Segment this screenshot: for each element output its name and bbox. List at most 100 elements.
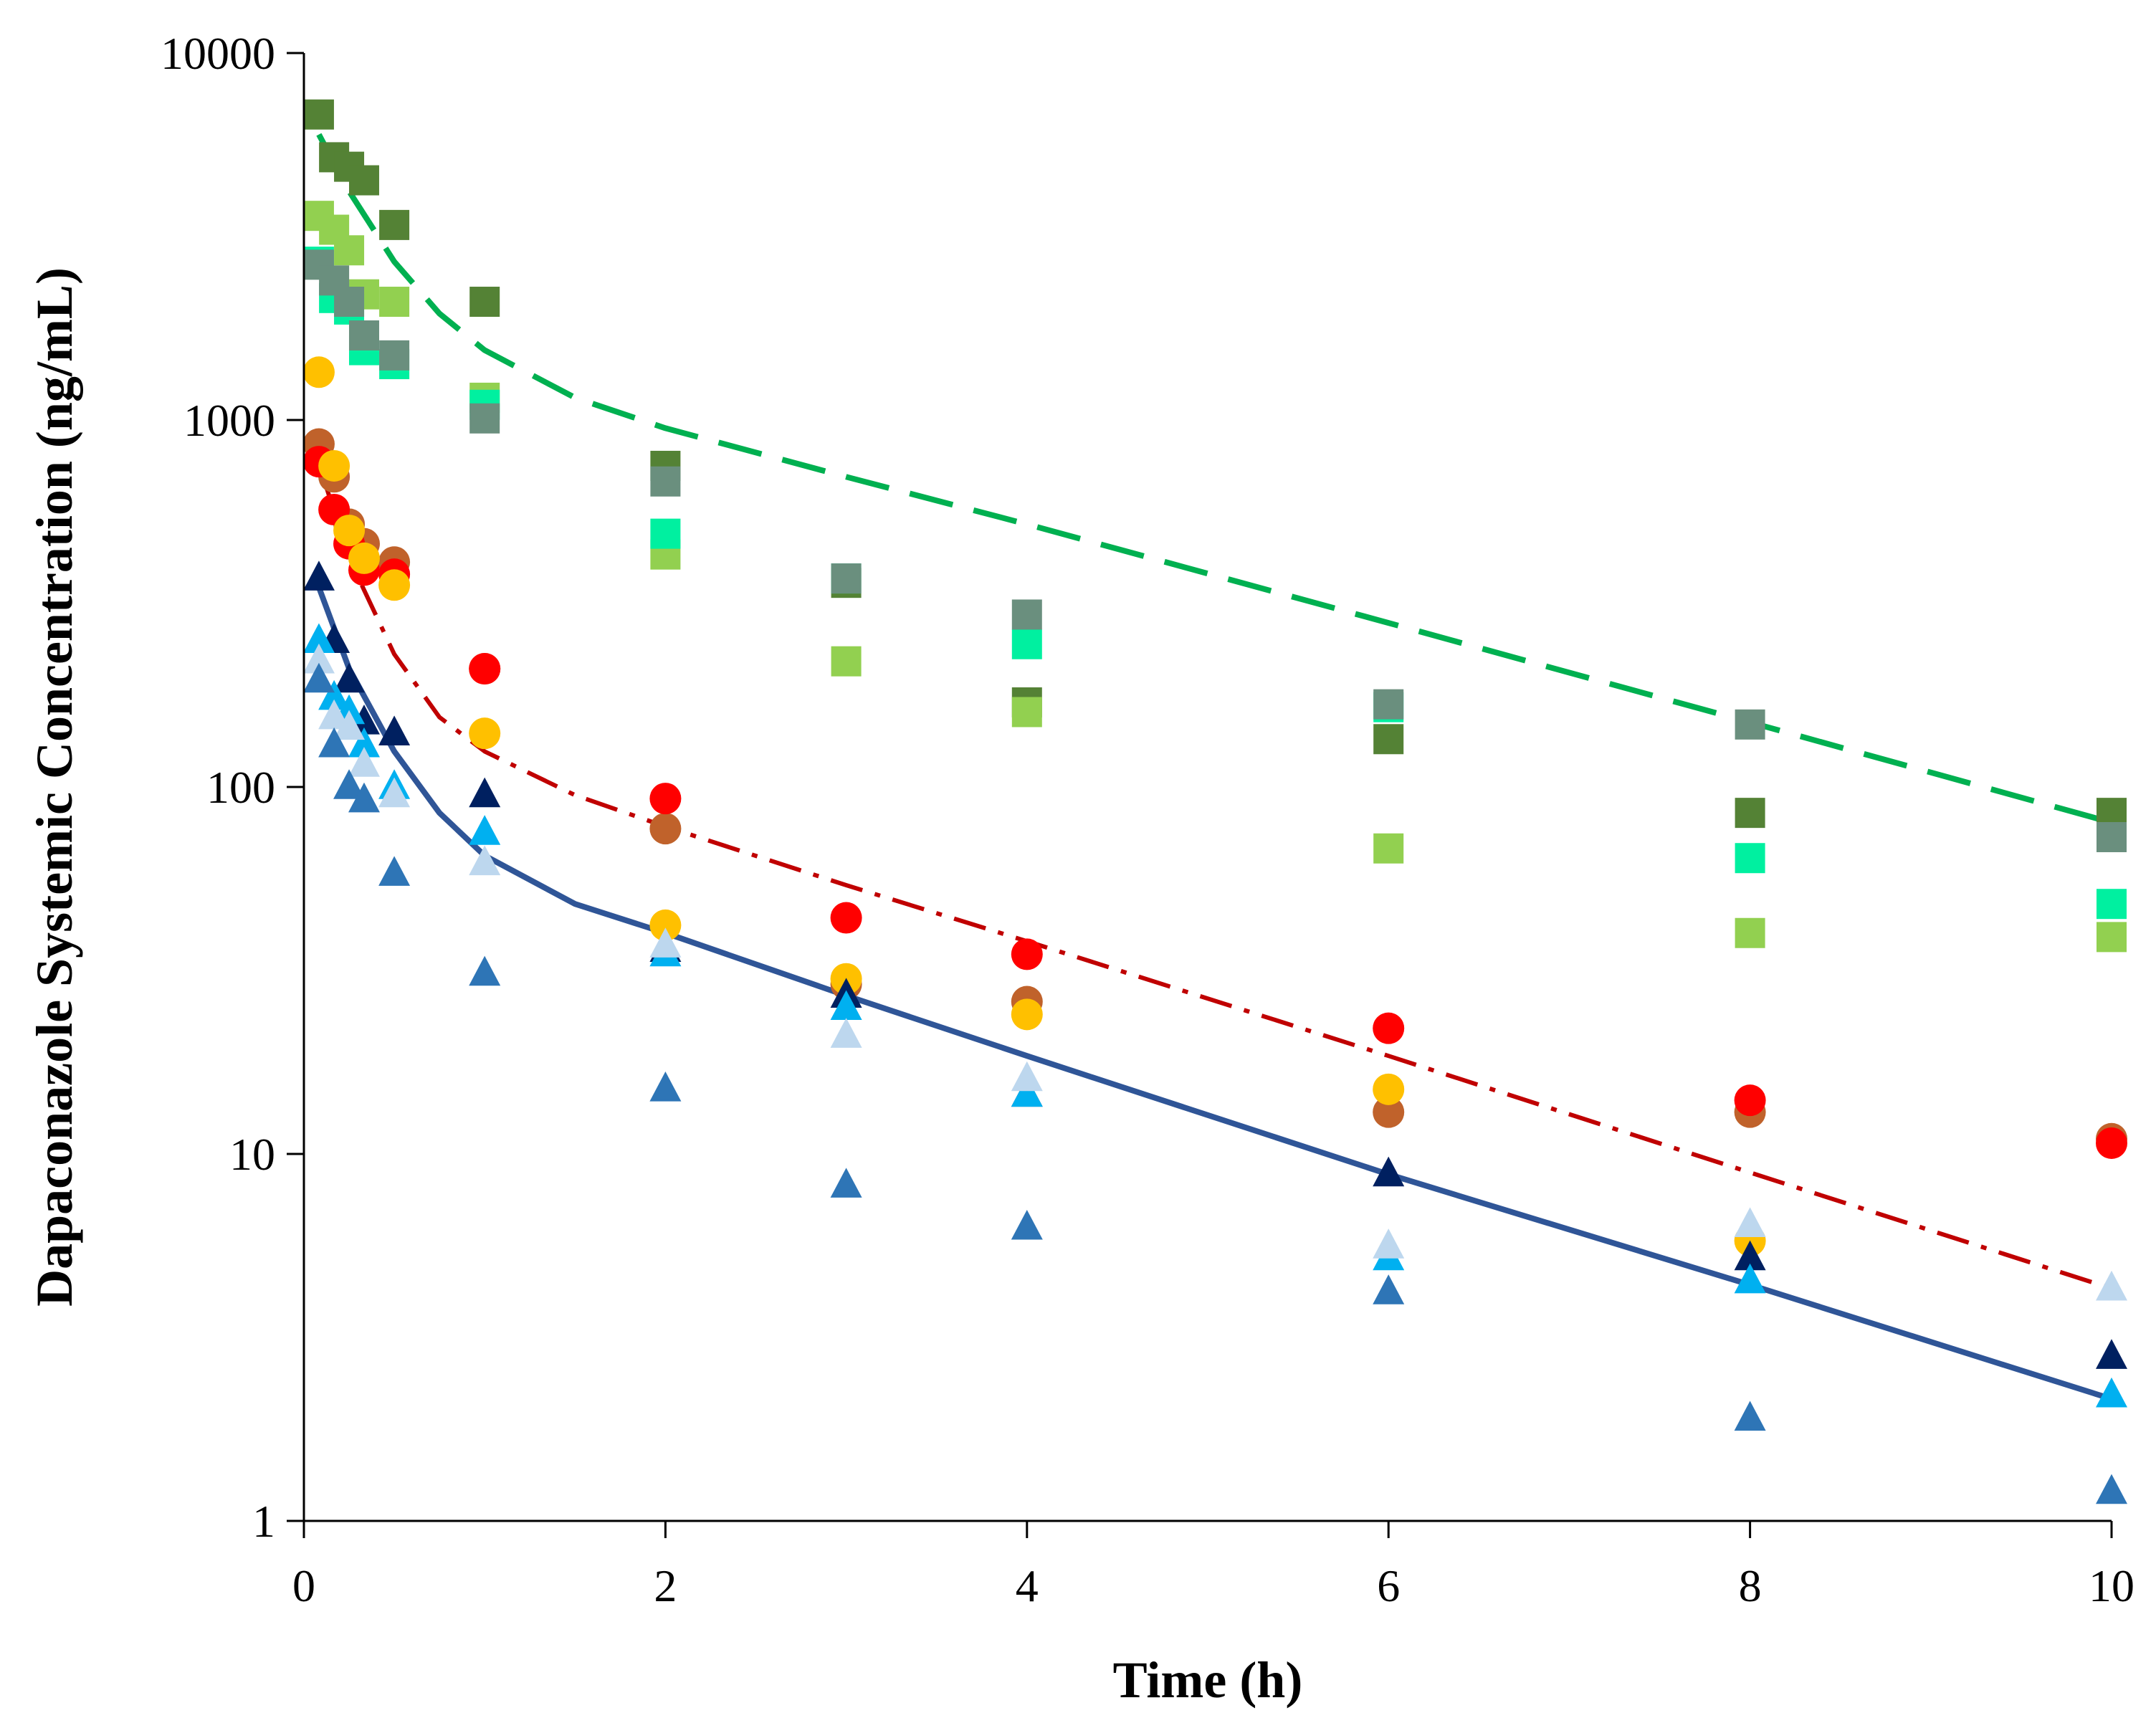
square-point — [379, 340, 410, 371]
square-point — [1373, 689, 1404, 720]
square-point — [1011, 599, 1042, 630]
triangle-point — [1734, 1207, 1766, 1238]
solid-fit-line — [316, 586, 2113, 1402]
data-series — [303, 201, 2127, 953]
data-series — [303, 247, 2127, 920]
circle-point — [1373, 1012, 1405, 1044]
square-point — [2097, 922, 2127, 953]
square-point — [831, 646, 862, 677]
triangle-point — [830, 1018, 862, 1048]
triangle-point — [1734, 1240, 1766, 1271]
triangle-point — [1734, 1263, 1766, 1294]
square-point — [650, 518, 681, 549]
y-axis-title: Dapaconazole Systemic Concentration (ng/… — [26, 267, 83, 1307]
triangle-point — [1734, 1401, 1766, 1431]
dashdot-fit-line — [317, 463, 2112, 1291]
square-point — [379, 209, 410, 240]
x-tick-label: 10 — [2089, 1560, 2134, 1611]
circle-point — [318, 449, 350, 482]
data-series — [302, 428, 2127, 1155]
square-point — [650, 466, 681, 497]
triangle-point — [1011, 1061, 1043, 1092]
triangle-point — [318, 679, 350, 710]
triangle-point — [348, 747, 380, 777]
observed-data-markers — [302, 99, 2127, 1504]
triangle-point — [2096, 1377, 2127, 1408]
circle-point — [333, 515, 366, 547]
triangle-point — [649, 1072, 682, 1102]
triangle-point — [1373, 1274, 1405, 1304]
circle-point — [469, 653, 501, 685]
triangle-point — [469, 777, 501, 808]
triangle-point — [318, 699, 350, 730]
y-tick-label: 10000 — [161, 28, 275, 79]
y-tick-label: 1 — [252, 1496, 275, 1547]
square-point — [334, 235, 365, 266]
triangle-point — [333, 710, 366, 740]
square-point — [348, 165, 379, 196]
circle-point — [649, 909, 682, 941]
triangle-point — [2096, 1474, 2127, 1504]
circle-point — [302, 356, 335, 388]
model-fit-lines — [316, 133, 2113, 1402]
triangle-point — [830, 1168, 862, 1198]
triangle-point — [333, 662, 366, 693]
circle-point — [2096, 1127, 2127, 1159]
square-point — [1011, 697, 1042, 727]
triangle-point — [469, 955, 501, 986]
triangle-point — [348, 727, 380, 758]
triangle-point — [469, 845, 501, 876]
circle-point — [1373, 1073, 1405, 1105]
square-point — [334, 287, 365, 318]
circle-point — [1734, 1084, 1766, 1117]
triangle-point — [302, 662, 335, 693]
square-point — [348, 320, 379, 351]
data-series — [302, 623, 2127, 1408]
circle-point — [378, 569, 411, 601]
square-point — [2097, 821, 2127, 852]
square-point — [379, 287, 410, 318]
square-point — [831, 563, 862, 594]
triangle-point — [1373, 1228, 1405, 1259]
triangle-point — [2096, 1270, 2127, 1301]
data-series — [303, 249, 2127, 852]
y-tick-label: 100 — [206, 762, 275, 813]
triangle-point — [1011, 1209, 1043, 1240]
square-point — [1735, 917, 1765, 948]
triangle-point — [2096, 1339, 2127, 1369]
triangle-point — [333, 769, 366, 799]
square-point — [1735, 798, 1765, 829]
triangle-point — [302, 560, 335, 591]
triangle-point — [318, 727, 350, 758]
square-point — [303, 99, 334, 130]
axes: 0 2 4 6 8 10 1 10 100 1000 10000 — [161, 28, 2134, 1611]
x-tick-label: 6 — [1377, 1560, 1400, 1611]
x-axis-title: Time (h) — [1113, 1651, 1303, 1709]
circle-point — [649, 813, 682, 845]
data-series — [302, 446, 2127, 1159]
circle-point — [1011, 938, 1043, 970]
circle-point — [1373, 1096, 1405, 1128]
data-series — [303, 99, 2127, 829]
data-series — [302, 643, 2127, 1301]
x-ticks: 0 2 4 6 8 10 — [292, 1521, 2134, 1611]
circle-point — [830, 902, 862, 934]
triangle-point — [469, 815, 501, 845]
x-tick-label: 2 — [654, 1560, 677, 1611]
triangle-point — [649, 927, 682, 958]
square-point — [1373, 833, 1404, 864]
triangle-point — [830, 990, 862, 1021]
triangle-point — [378, 715, 411, 745]
triangle-point — [1373, 1156, 1405, 1187]
triangle-point — [348, 782, 380, 813]
triangle-point — [1011, 1077, 1043, 1107]
x-tick-label: 4 — [1016, 1560, 1039, 1611]
data-series — [302, 662, 2127, 1504]
data-series — [302, 356, 1766, 1257]
square-point — [1735, 709, 1765, 740]
triangle-point — [378, 777, 411, 808]
y-ticks: 1 10 100 1000 10000 — [161, 28, 304, 1547]
data-series — [302, 560, 2127, 1369]
y-tick-label: 1000 — [183, 395, 275, 446]
